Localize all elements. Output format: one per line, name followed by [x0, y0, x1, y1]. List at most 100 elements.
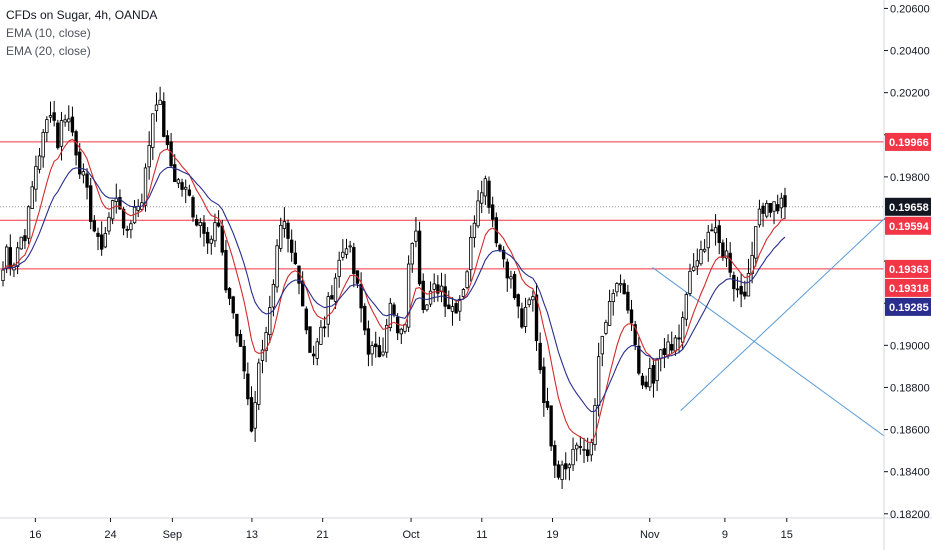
candle-body — [385, 324, 389, 353]
candle-body — [662, 348, 667, 355]
candle-body — [480, 192, 484, 204]
candle-body — [611, 293, 615, 303]
candle-body — [549, 405, 553, 447]
candle-body — [516, 294, 520, 307]
candle-body — [637, 345, 641, 374]
candle-body — [655, 359, 659, 381]
candle-body — [648, 368, 652, 388]
candle-body — [326, 296, 330, 325]
candle-body — [523, 306, 528, 327]
candle-body — [41, 132, 45, 158]
candle-body — [743, 291, 747, 297]
trend-lines — [652, 218, 885, 437]
candle-body — [450, 306, 455, 312]
candle-body — [257, 362, 261, 405]
candle-body — [582, 448, 586, 451]
candle-body — [776, 204, 780, 212]
x-tick-label: Nov — [640, 529, 660, 541]
candle-body — [553, 445, 557, 466]
candle-body — [505, 261, 509, 279]
candle-body — [48, 115, 53, 118]
candle-body — [702, 248, 707, 252]
candles — [1, 86, 787, 490]
candle-body — [498, 244, 502, 250]
candle-body — [300, 280, 305, 307]
candle-body — [352, 247, 356, 274]
candle-body — [198, 222, 203, 227]
candle-body — [666, 341, 670, 356]
candle-body — [681, 317, 685, 343]
candle-body — [180, 182, 184, 190]
price-tag — [885, 197, 931, 216]
candle-body — [37, 155, 42, 170]
candle-body — [783, 195, 787, 208]
candle-body — [322, 326, 327, 329]
candle-body — [596, 356, 601, 406]
candle-body — [564, 463, 568, 470]
candle-body — [304, 308, 308, 331]
candle-body — [96, 232, 100, 237]
x-tick-label: 15 — [781, 529, 793, 541]
candle-body — [176, 179, 181, 184]
candle-body — [476, 200, 480, 227]
candle-body — [399, 328, 403, 335]
candle-body — [213, 222, 217, 242]
candle-body — [1, 269, 5, 282]
x-tick-label: Oct — [402, 529, 419, 541]
candle-body — [571, 448, 575, 466]
candle-body — [560, 464, 564, 480]
candle-body — [381, 351, 385, 356]
candle-body — [81, 171, 86, 176]
candle-body — [589, 442, 594, 456]
candle-body — [348, 245, 352, 248]
legend-symbol[interactable]: CFDs on Sugar, 4h, OANDA — [6, 8, 158, 22]
y-tick-label: 0.20200 — [890, 88, 930, 100]
ema-lines — [2, 138, 786, 443]
candle-body — [739, 285, 743, 295]
candle-body — [344, 248, 349, 255]
candle-body — [754, 226, 758, 259]
candle-body — [242, 346, 246, 372]
ema-20-line — [2, 166, 786, 413]
candle-body — [421, 280, 425, 310]
candle-body — [593, 404, 597, 446]
candle-body — [447, 304, 451, 310]
candle-body — [271, 283, 276, 308]
candle-body — [651, 364, 656, 384]
candle-body — [311, 353, 316, 357]
candle-body — [721, 242, 725, 258]
trend-line — [680, 218, 885, 411]
candle-body — [732, 274, 736, 290]
candle-body — [534, 294, 539, 342]
candle-body — [556, 464, 561, 478]
y-axis-ticks: 0.20600 0.20400 0.20200 0.19800 0.19000 0.188… — [884, 3, 930, 521]
legend-ema10[interactable]: EMA (10, close) — [6, 26, 91, 40]
candle-body — [103, 233, 107, 248]
candle-body — [121, 208, 126, 229]
x-tick-label: 13 — [246, 529, 258, 541]
legend-ema20[interactable]: EMA (20, close) — [6, 44, 91, 58]
candle-body — [432, 283, 436, 290]
candle-body — [542, 366, 546, 403]
candle-body — [227, 288, 232, 299]
candle-body — [286, 222, 290, 239]
candle-body — [512, 273, 517, 299]
candle-body — [209, 238, 213, 244]
candle-body — [107, 216, 111, 232]
candle-body — [4, 246, 9, 269]
price-tag-label: 0.19658 — [889, 202, 929, 214]
ema-10-line — [2, 138, 786, 443]
candle-body — [417, 230, 422, 285]
y-tick-label: 0.19000 — [890, 340, 930, 352]
candle-body — [341, 251, 345, 258]
y-tick-label: 0.18800 — [890, 382, 930, 394]
y-tick-label: 0.20600 — [890, 3, 930, 15]
candle-body — [370, 345, 374, 355]
candle-body — [23, 235, 27, 242]
candle-body — [147, 145, 151, 168]
candle-body — [688, 270, 692, 294]
candle-body — [717, 225, 721, 244]
candle-body — [19, 236, 23, 250]
candle-body — [757, 208, 762, 226]
